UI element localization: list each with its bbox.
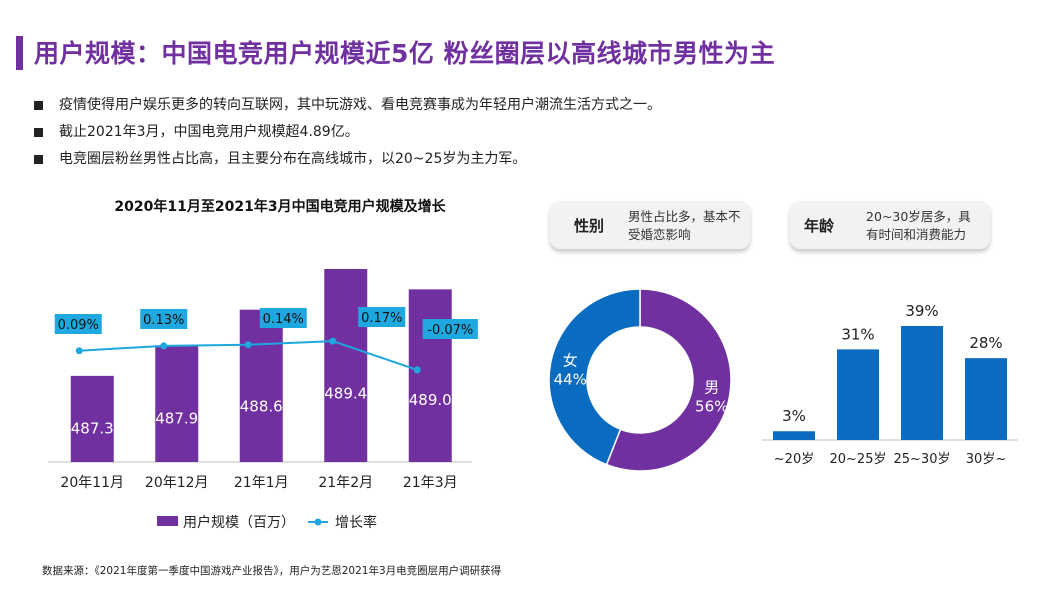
age-bar-value-label: 31% xyxy=(841,325,874,343)
growth-rate-label: 0.14% xyxy=(263,312,304,327)
bar-21年3月 xyxy=(408,289,452,462)
age-card-label: 年龄 xyxy=(804,217,835,235)
x-tick-label: 20年12月 xyxy=(145,475,209,491)
age-x-tick-label: ~20岁 xyxy=(774,452,814,467)
page-title: 用户规模：中国电竞用户规模近5亿 粉丝圈层以高线城市男性为主 xyxy=(34,39,776,68)
age-bar-25~30岁 xyxy=(901,326,943,440)
donut-category-label: 男 xyxy=(704,378,719,396)
gender-card-label: 性别 xyxy=(574,217,605,235)
age-card-desc-line1: 20~30岁居多，具 xyxy=(866,209,971,224)
bullet-text: 疫情使得用户娱乐更多的转向互联网，其中玩游戏、看电竞赛事成为年轻用户潮流生活方式… xyxy=(59,97,661,113)
bullet-text: 截止2021年3月，中国电竞用户规模超4.89亿。 xyxy=(59,124,359,140)
legend-swatch-users xyxy=(157,516,178,526)
growth-rate-label-box xyxy=(422,319,478,339)
donut-value-label: 44% xyxy=(554,371,587,389)
growth-rate-label-box xyxy=(259,308,307,328)
x-tick-label: 21年3月 xyxy=(403,475,458,491)
growth-rate-point xyxy=(244,341,252,349)
x-tick-label: 21年1月 xyxy=(234,475,289,491)
donut-slice-女 xyxy=(548,288,641,466)
bullet-item: 电竞圈层粉丝男性占比高，且主要分布在高线城市，以20~25岁为主力军。 xyxy=(34,146,661,173)
title-accent-bar xyxy=(16,36,23,70)
bar-chart-title: 2020年11月至2021年3月中国电竞用户规模及增长 xyxy=(114,199,446,215)
growth-rate-label: 0.17% xyxy=(361,311,402,326)
donut-slice-男 xyxy=(605,288,732,472)
age-card-desc-line2: 有时间和消费能力 xyxy=(866,227,967,242)
growth-rate-label: 0.09% xyxy=(58,318,99,333)
bullet-text: 电竞圈层粉丝男性占比高，且主要分布在高线城市，以20~25岁为主力军。 xyxy=(59,151,527,167)
age-bar-value-label: 39% xyxy=(905,302,938,320)
x-tick-label: 20年11月 xyxy=(60,475,124,491)
square-bullet-icon xyxy=(34,128,43,137)
growth-rate-label: -0.07% xyxy=(427,323,473,338)
gender-card-desc-line1: 男性占比多，基本不 xyxy=(628,209,741,224)
age-bar-20~25岁 xyxy=(837,349,879,440)
age-card: 年龄 20~30岁居多，具 有时间和消费能力 xyxy=(790,201,990,249)
growth-rate-point xyxy=(329,337,337,345)
bar-21年1月 xyxy=(239,309,283,462)
donut-category-label: 女 xyxy=(563,352,578,370)
age-x-tick-label: 20~25岁 xyxy=(830,452,887,467)
gender-card-desc-line2: 受婚恋影响 xyxy=(628,227,691,242)
donut-value-label: 56% xyxy=(695,397,728,415)
age-bar-value-label: 3% xyxy=(782,407,806,425)
bar-value-label: 488.6 xyxy=(240,398,283,416)
bar-20年11月 xyxy=(70,375,114,462)
age-x-tick-label: 30岁~ xyxy=(966,452,1006,467)
legend-label-users: 用户规模（百万） xyxy=(183,514,295,531)
data-source-note: 数据来源：《2021年度第一季度中国游戏产业报告》，用户为艺恩2021年3月电竞… xyxy=(42,565,502,577)
growth-rate-label-box xyxy=(140,309,188,329)
growth-rate-point xyxy=(160,342,168,350)
growth-rate-label: 0.13% xyxy=(143,313,184,328)
growth-rate-point xyxy=(413,366,421,374)
bar-value-label: 487.9 xyxy=(155,409,198,427)
legend-label-growth: 增长率 xyxy=(335,514,377,531)
bar-value-label: 489.4 xyxy=(324,384,367,402)
bar-value-label: 487.3 xyxy=(71,420,114,438)
bullet-item: 截止2021年3月，中国电竞用户规模超4.89亿。 xyxy=(34,119,661,146)
bar-value-label: 489.0 xyxy=(409,391,452,409)
growth-rate-label-box xyxy=(54,314,102,334)
x-tick-label: 21年2月 xyxy=(318,475,373,491)
growth-rate-label-box xyxy=(358,307,406,327)
square-bullet-icon xyxy=(34,155,43,164)
square-bullet-icon xyxy=(34,101,43,110)
bullet-list: 疫情使得用户娱乐更多的转向互联网，其中玩游戏、看电竞赛事成为年轻用户潮流生活方式… xyxy=(34,92,661,173)
growth-rate-point xyxy=(75,347,83,355)
bar-20年12月 xyxy=(155,345,199,462)
legend-marker-growth xyxy=(314,518,322,526)
gender-card: 性别 男性占比多，基本不 受婚恋影响 xyxy=(550,201,750,249)
age-x-tick-label: 25~30岁 xyxy=(894,452,951,467)
age-bar-value-label: 28% xyxy=(969,334,1002,352)
bar-21年2月 xyxy=(324,269,368,462)
bullet-item: 疫情使得用户娱乐更多的转向互联网，其中玩游戏、看电竞赛事成为年轻用户潮流生活方式… xyxy=(34,92,661,119)
age-bar-~20岁 xyxy=(773,431,815,440)
age-bar-30岁~ xyxy=(965,358,1007,440)
